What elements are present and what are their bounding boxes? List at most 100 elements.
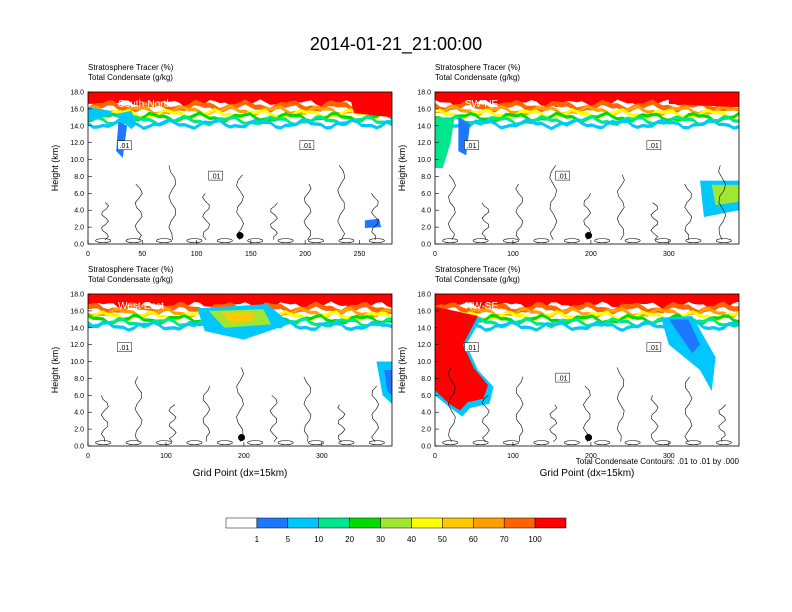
condensate-contour — [650, 395, 659, 442]
x-tick-label: 200 — [585, 453, 597, 460]
y-tick-label: 12.0 — [417, 342, 431, 349]
y-tick-label: 8.0 — [421, 174, 431, 181]
condensate-contour — [549, 404, 558, 442]
condensate-contours — [442, 367, 732, 445]
x-tick-label: 0 — [433, 453, 437, 460]
condensate-contour — [338, 238, 355, 243]
condensate-contour — [594, 440, 611, 445]
y-tick-label: 4.0 — [421, 410, 431, 417]
contour-label-text: .01 — [120, 143, 130, 150]
condensate-contour — [202, 385, 211, 442]
condensate-contour — [472, 238, 489, 243]
condensate-contour — [616, 367, 625, 442]
condensate-contour — [563, 440, 580, 445]
x-axis-label: Grid Point (dx=15km) — [540, 468, 635, 479]
y-tick-label: 4.0 — [421, 208, 431, 215]
subtitle-condensate: Total Condensate (g/kg) — [435, 73, 520, 82]
subtitle-condensate: Total Condensate (g/kg) — [88, 73, 173, 82]
condensate-contour — [303, 376, 312, 442]
condensate-contour — [156, 440, 172, 445]
tracer-blob — [668, 92, 739, 108]
y-tick-label: 12.0 — [70, 342, 84, 349]
y-tick-label: 4.0 — [74, 208, 84, 215]
tracer-blob — [661, 315, 716, 392]
colorbar-bin — [256, 517, 289, 529]
tracer-blob — [220, 312, 256, 323]
x-tick-label: 300 — [663, 251, 675, 258]
condensate-contour — [655, 238, 671, 243]
cross-section-name: West-East — [118, 301, 164, 312]
condensate-contour — [125, 440, 142, 445]
condensate-contour — [101, 202, 109, 241]
contour-label-box — [555, 372, 570, 383]
y-tick-label: 6.0 — [74, 191, 84, 198]
location-marker — [585, 434, 593, 442]
colorbar-bin — [349, 517, 381, 529]
panel-frame — [434, 91, 740, 245]
contour-label-text: .01 — [649, 143, 659, 150]
x-tick-label: 300 — [316, 453, 328, 460]
y-tick-label: 16.0 — [417, 106, 431, 113]
condensate-contour — [303, 183, 312, 240]
condensate-contour — [247, 238, 264, 243]
condensate-contour — [515, 183, 524, 240]
condensate-contour — [236, 174, 244, 240]
condensate-contours — [95, 367, 385, 445]
x-tick-label: 250 — [354, 251, 366, 258]
condensate-contour — [371, 193, 379, 240]
tracer-blob — [88, 107, 137, 130]
condensate-contour — [442, 440, 459, 445]
colorbar-label: 100 — [528, 535, 542, 544]
contour-label-text: .01 — [211, 174, 221, 181]
condensate-contour — [168, 165, 177, 240]
x-tick-label: 100 — [507, 453, 519, 460]
x-tick-label: 200 — [585, 251, 597, 258]
cross-section-name: South-North — [118, 99, 172, 110]
condensate-contour — [337, 165, 345, 240]
x-tick-label: 0 — [86, 453, 90, 460]
colorbar-bin — [225, 517, 258, 529]
condensate-contour — [269, 395, 278, 442]
x-tick-label: 100 — [507, 251, 519, 258]
colorbar-bin — [411, 517, 443, 529]
panel-2: .01 .01 .01 SW-NE Stratosphere Tracer (%)Tot… — [397, 63, 740, 258]
tracer-band — [88, 320, 392, 333]
colorbar-label: 60 — [469, 535, 478, 544]
y-tick-label: 14.0 — [70, 325, 84, 332]
y-tick-label: 6.0 — [421, 393, 431, 400]
contour-label-text: .01 — [302, 143, 312, 150]
condensate-contour — [368, 440, 385, 445]
colorbar-label: 50 — [438, 535, 447, 544]
y-tick-label: 0.0 — [421, 444, 431, 451]
contour-label-box — [117, 140, 132, 150]
x-axis-label: Grid Point (dx=15km) — [193, 468, 288, 479]
condensate-contour — [156, 238, 172, 243]
tracer-band — [435, 114, 739, 127]
y-tick-label: 14.0 — [70, 123, 84, 130]
subtitle-tracer: Stratosphere Tracer (%) — [88, 265, 174, 274]
x-tick-label: 0 — [86, 251, 90, 258]
cross-section-name: SW-NE — [465, 99, 498, 110]
contour-label: .01 — [464, 342, 479, 352]
condensate-contour — [216, 440, 233, 445]
condensate-contour — [718, 404, 726, 442]
panel-frame — [87, 293, 393, 447]
x-tick-label: 50 — [138, 251, 146, 258]
condensate-contour — [95, 440, 112, 445]
condensate-contour — [472, 440, 489, 445]
y-tick-label: 16.0 — [70, 106, 84, 113]
y-tick-label: 0.0 — [74, 242, 84, 249]
y-tick-label: 18.0 — [70, 90, 84, 97]
colorbar-bin — [287, 517, 319, 529]
tracer-band — [88, 99, 392, 114]
y-tick-label: 0.0 — [74, 444, 84, 451]
tracer-field — [88, 294, 392, 446]
y-axis-label: Height (km) — [397, 145, 407, 192]
condensate-contour — [447, 367, 456, 442]
condensate-contour — [216, 238, 233, 243]
contour-label-text: .01 — [558, 174, 568, 181]
tracer-blob — [711, 184, 739, 206]
tracer-blob — [435, 117, 455, 168]
condensate-contour — [236, 367, 244, 442]
condensate-contour — [308, 440, 324, 445]
